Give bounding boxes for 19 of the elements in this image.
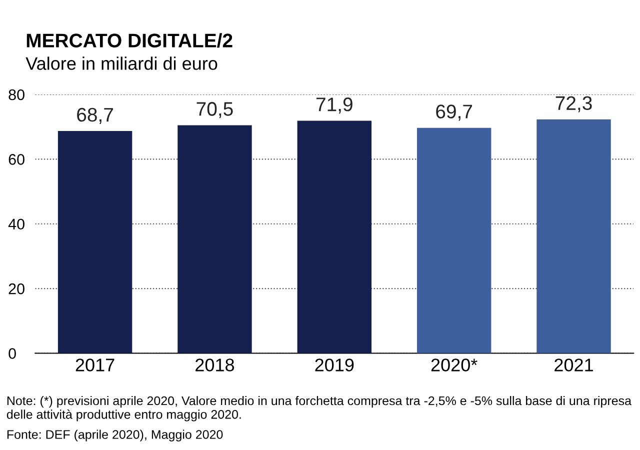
data-label: 71,9 bbox=[316, 98, 352, 114]
x-tick-label: 2018 bbox=[196, 358, 234, 372]
data-label: 69,7 bbox=[436, 104, 472, 121]
source-note: Fonte: DEF (aprile 2020), Maggio 2020 bbox=[7, 430, 223, 442]
data-label: 70,5 bbox=[196, 102, 233, 118]
y-tick-label: 40 bbox=[8, 218, 24, 230]
data-label: 72,3 bbox=[556, 96, 592, 112]
text: Note: (*) previsioni aprile 2020, Valore medio in una forchetta compresa tra -2,5% e -5% sulla base di una ripresa delle attività produttive entro maggio 2020. bbox=[6, 396, 632, 422]
y-tick-label: 20 bbox=[8, 283, 24, 294]
x-tick-label: 2017 bbox=[76, 358, 114, 372]
x-tick-label: 2019 bbox=[315, 358, 354, 372]
data-label: 68,7 bbox=[77, 108, 113, 124]
chart-subtitle: Valore in miliardi di euro bbox=[26, 56, 218, 70]
x-tick-label: 2021 bbox=[554, 358, 593, 372]
y-tick-label: 0 bbox=[8, 348, 16, 359]
y-tick-label: 80 bbox=[8, 89, 24, 100]
chart-title: MERCATO DIGITALE/2 bbox=[26, 33, 232, 48]
y-tick-label: 60 bbox=[8, 154, 24, 165]
x-tick-label: 2020* bbox=[431, 358, 478, 372]
